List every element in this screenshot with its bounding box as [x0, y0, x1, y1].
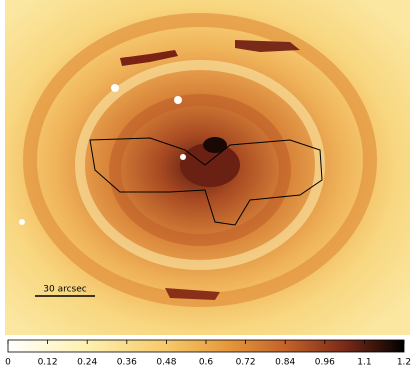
scale-label: 30 arcsec	[43, 285, 87, 295]
x-tick-label: 0.36	[117, 358, 137, 368]
x-tick-label: 0	[5, 358, 11, 368]
x-tick-label: 1.1	[357, 358, 371, 368]
image	[5, 0, 410, 335]
x-tick-label: 0.48	[156, 358, 176, 368]
x-tick-label: 0.96	[315, 358, 335, 368]
x-tick-label: 0.24	[77, 358, 97, 368]
x-tick-label: 0.84	[275, 358, 295, 368]
x-tick-label: 0.72	[236, 358, 256, 368]
x-tick-label: 1.2	[397, 358, 411, 368]
x-tick-label: 0.6	[199, 358, 214, 368]
x-tick-label: 0.12	[38, 358, 58, 368]
